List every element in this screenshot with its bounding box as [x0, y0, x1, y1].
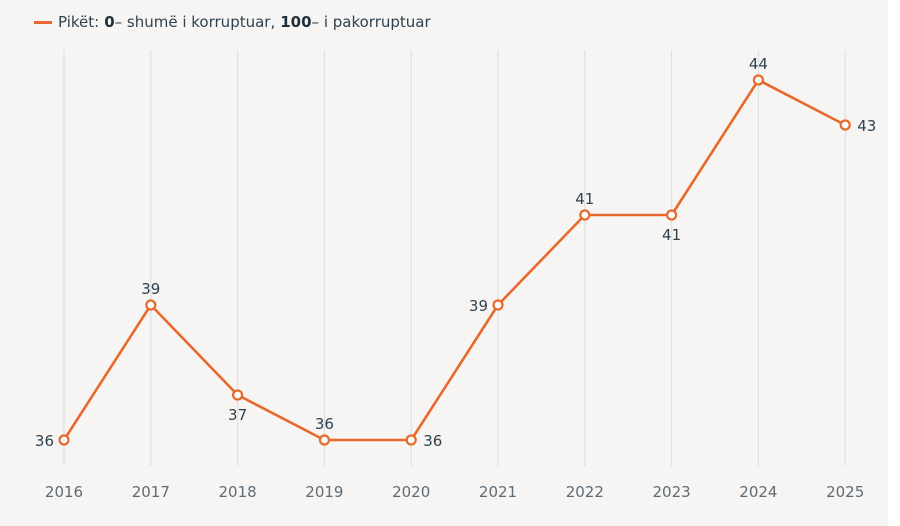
- data-label-2017: 39: [141, 280, 160, 298]
- data-point-2019: [318, 434, 330, 446]
- x-tick-label-2024: 2024: [739, 483, 777, 501]
- data-label-2024: 44: [749, 55, 768, 73]
- data-point-2016: [58, 434, 70, 446]
- data-label-2018: 37: [228, 406, 247, 424]
- x-tick-label-2025: 2025: [826, 483, 864, 501]
- legend-prefix: Pikët:: [58, 13, 100, 31]
- data-point-2024: [752, 74, 765, 86]
- x-tick-label-2018: 2018: [219, 483, 257, 501]
- series-line: [62, 78, 846, 442]
- data-label-2021: 39: [469, 297, 488, 315]
- legend-high-value: 100: [280, 13, 312, 31]
- data-label-2019: 36: [315, 415, 334, 433]
- data-point-2017: [145, 299, 157, 311]
- data-point-2023: [665, 209, 678, 221]
- x-tick-label-2017: 2017: [132, 483, 170, 501]
- legend-low-value: 0: [104, 13, 115, 31]
- x-tick-label-2016: 2016: [45, 483, 83, 501]
- data-point-2021: [492, 299, 504, 311]
- legend-line-swatch: [34, 20, 52, 24]
- legend-high-text: – i pakorruptuar: [311, 13, 431, 31]
- data-label-2025: 43: [857, 117, 876, 135]
- data-label-2020: 36: [423, 432, 442, 450]
- data-point-2020: [405, 434, 417, 446]
- x-tick-label-2022: 2022: [566, 483, 604, 501]
- x-tick-label-2020: 2020: [392, 483, 430, 501]
- x-tick-label-2019: 2019: [305, 483, 343, 501]
- data-point-2022: [579, 209, 591, 221]
- data-label-2022: 41: [575, 190, 594, 208]
- legend: Pikët: 0 – shumë i korruptuar, 100 – i p…: [34, 10, 436, 34]
- data-point-2025: [839, 119, 851, 131]
- data-label-2023: 41: [662, 226, 681, 244]
- legend-low-text: – shumë i korruptuar,: [114, 13, 276, 31]
- x-tick-label-2021: 2021: [479, 483, 517, 501]
- x-tick-label-2023: 2023: [653, 483, 691, 501]
- data-label-2016: 36: [35, 432, 54, 450]
- data-point-2018: [232, 389, 244, 401]
